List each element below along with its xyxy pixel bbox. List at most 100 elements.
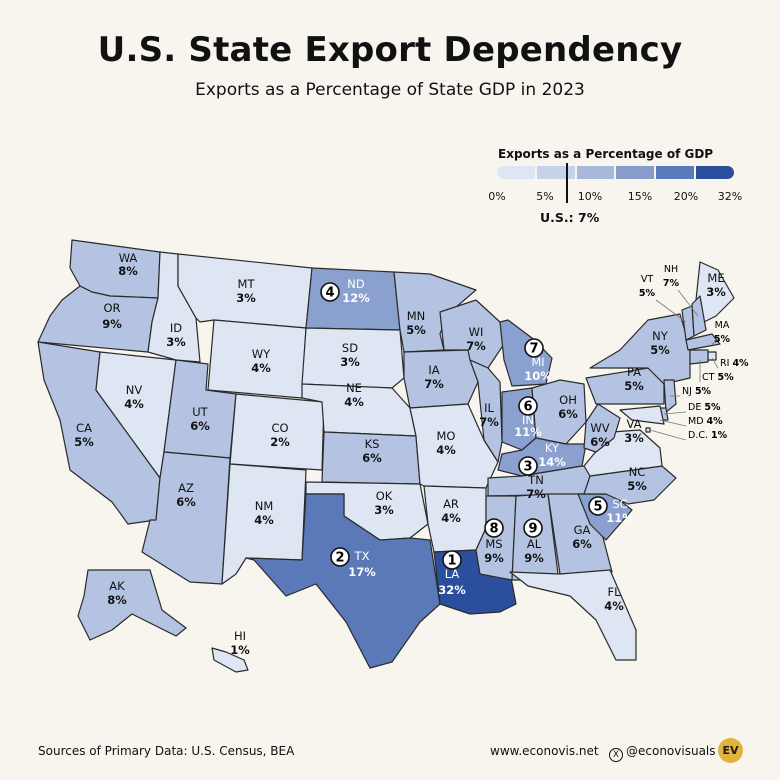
state-value-label: 5% [650, 343, 670, 357]
small-state-label: CT 5% [702, 372, 734, 383]
state-abbr-label: IL [484, 401, 494, 415]
state-abbr-label: GA [574, 523, 591, 537]
state-abbr-label: FL [607, 585, 621, 599]
state-value: 4% [732, 358, 749, 369]
state-hi [211, 647, 249, 673]
rank-number: 6 [523, 400, 532, 415]
rank-markers: 4 2 1 7 6 3 8 9 5 [320, 282, 608, 570]
state-abbr-label: WV [590, 421, 609, 435]
leader-line [663, 411, 687, 415]
state-abbr: D.C. [688, 430, 711, 441]
small-state-value: 5% [639, 288, 656, 299]
rank-marker: 3 [518, 456, 538, 476]
state-value-label: 2% [270, 435, 290, 449]
rank-number: 1 [447, 554, 456, 569]
state-value-label: 3% [166, 335, 186, 349]
state-value-label: 10% [524, 369, 552, 383]
state-value-label: 4% [254, 513, 274, 527]
legend-title: Exports as a Percentage of GDP [498, 147, 714, 161]
state-abbr-label: HI [234, 629, 246, 643]
state-value-label: 5% [406, 323, 426, 337]
small-state-label: MD 4% [688, 416, 723, 427]
state-md [619, 405, 665, 425]
small-state-label: DE 5% [688, 402, 721, 413]
x-handle[interactable]: X @econovisuals [609, 744, 716, 762]
state-abbr-label: AR [443, 497, 459, 511]
leader-line [649, 429, 687, 441]
state-value-label: 4% [344, 395, 364, 409]
state-abbr-label: AZ [178, 481, 194, 495]
rank-marker: 7 [524, 338, 544, 358]
state-value-label: 32% [438, 583, 466, 597]
rank-number: 8 [489, 522, 498, 537]
state-value-label: 6% [176, 495, 196, 509]
state-value-label: 6% [190, 419, 210, 433]
state-abbr-label: VA [627, 417, 642, 431]
state-nh [691, 295, 707, 337]
state-value-label: 1% [230, 643, 250, 657]
state-value-label: 4% [251, 361, 271, 375]
state-value-label: 11% [514, 425, 542, 439]
state-abbr-label: LA [445, 567, 460, 581]
legend-tick: 32% [717, 190, 743, 203]
state-abbr: CT [702, 372, 717, 383]
rank-marker: 2 [330, 547, 350, 567]
state-abbr-label: ID [170, 321, 182, 335]
state-ri [707, 351, 717, 361]
state-abbr-label: OH [559, 393, 577, 407]
state-labels: WA8%OR9%CA5%NV4%ID3%MT3%WY4%UT6%AZ6%CO2%… [74, 251, 749, 657]
state-value-label: 5% [627, 479, 647, 493]
rank-number: 4 [325, 286, 334, 301]
state-abbr-label: KY [545, 441, 560, 455]
state-ak [77, 569, 187, 641]
leader-line [659, 419, 687, 427]
state-value-label: 8% [118, 264, 138, 278]
small-state-label: D.C. 1% [688, 430, 728, 441]
state-abbr-label: AL [527, 537, 542, 551]
state-abbr-label: WA [119, 251, 138, 265]
state-ma [685, 333, 721, 351]
state-shapes [37, 239, 735, 673]
state-value: 5% [717, 372, 734, 383]
state-value-label: 6% [572, 537, 592, 551]
state-abbr-label: ND [347, 277, 365, 291]
state-ct [689, 349, 709, 365]
rank-number: 3 [523, 460, 532, 475]
state-value-label: 14% [538, 455, 566, 469]
small-state-label: RI 4% [720, 358, 749, 369]
state-value: 5% [704, 402, 721, 413]
legend-swatch-0 [497, 166, 537, 179]
small-state-abbr: VT [641, 274, 653, 285]
legend-tick: 15% [627, 190, 653, 203]
x-logo-icon: X [609, 748, 623, 762]
legend-tick: 5% [536, 190, 554, 203]
state-value-label: 3% [340, 355, 360, 369]
website-link[interactable]: www.econovis.net [490, 744, 599, 758]
state-value-label: 4% [436, 443, 456, 457]
state-abbr-label: NY [652, 329, 669, 343]
state-value-label: 7% [466, 339, 486, 353]
state-abbr-label: AK [109, 579, 125, 593]
state-fl [509, 569, 637, 661]
rank-number: 5 [593, 500, 602, 515]
leader-line [711, 357, 719, 369]
state-tx [245, 493, 441, 669]
state-value-label: 4% [124, 397, 144, 411]
state-value-label: 3% [236, 291, 256, 305]
state-value-label: 3% [624, 431, 644, 445]
state-mn [393, 271, 477, 353]
state-abbr-label: CO [271, 421, 288, 435]
chart-subtitle: Exports as a Percentage of State GDP in … [195, 80, 585, 100]
us-average-label: U.S.: 7% [540, 210, 600, 225]
state-abbr-label: NE [346, 381, 362, 395]
legend-swatch-5 [696, 166, 734, 179]
state-abbr-label: SD [342, 341, 358, 355]
state-abbr-label: NV [126, 383, 143, 397]
state-abbr-label: IA [428, 363, 439, 377]
state-value-label: 9% [524, 551, 544, 565]
state-abbr-label: OR [103, 301, 120, 315]
state-abbr-label: WY [252, 347, 271, 361]
state-nc [583, 465, 677, 505]
legend-swatch-2 [576, 166, 617, 179]
